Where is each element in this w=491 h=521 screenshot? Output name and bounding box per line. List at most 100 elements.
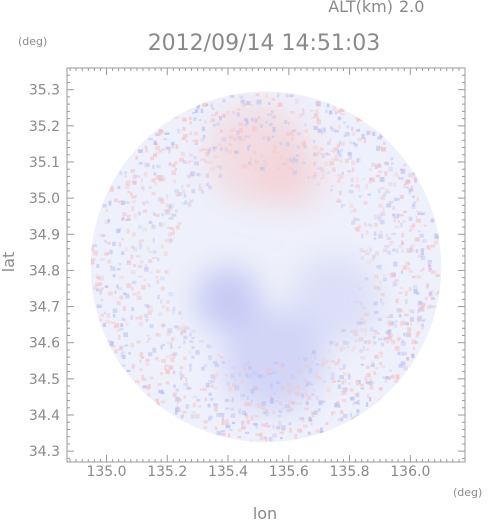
- positive-speck: [280, 407, 285, 411]
- positive-speck: [426, 245, 430, 250]
- negative-speck: [152, 237, 155, 243]
- positive-speck: [380, 353, 383, 358]
- positive-speck: [358, 337, 364, 342]
- positive-speck: [280, 155, 283, 160]
- negative-speck: [291, 401, 295, 405]
- positive-speck: [411, 223, 416, 227]
- positive-speck: [173, 116, 179, 119]
- positive-speck: [181, 317, 184, 320]
- positive-speck: [302, 108, 305, 111]
- negative-speck: [124, 344, 129, 347]
- positive-speck: [246, 419, 250, 425]
- positive-speck: [239, 127, 243, 133]
- negative-speck: [334, 111, 337, 115]
- positive-speck: [384, 161, 389, 166]
- positive-speck: [351, 160, 356, 166]
- positive-speck: [335, 146, 338, 151]
- negative-speck: [241, 410, 246, 416]
- negative-speck: [276, 425, 281, 430]
- positive-speck: [155, 213, 160, 217]
- positive-speck: [325, 421, 329, 426]
- negative-speck: [147, 338, 150, 342]
- negative-speck: [430, 297, 435, 300]
- negative-speck: [331, 127, 336, 132]
- chart-timestamp: 2012/09/14 14:51:03: [148, 31, 381, 56]
- positive-speck: [379, 280, 383, 285]
- positive-speck: [386, 315, 390, 319]
- negative-speck: [337, 151, 342, 156]
- positive-speck: [239, 138, 245, 141]
- negative-speck: [270, 396, 274, 400]
- negative-speck: [248, 161, 252, 165]
- positive-speck: [330, 377, 336, 380]
- negative-speck: [380, 298, 383, 303]
- positive-speck: [125, 184, 130, 190]
- negative-speck: [353, 143, 358, 146]
- positive-speck: [365, 365, 370, 369]
- positive-speck: [405, 263, 409, 269]
- positive-speck: [378, 398, 382, 401]
- negative-speck: [141, 356, 144, 359]
- positive-speck: [93, 250, 98, 256]
- positive-speck: [388, 182, 393, 187]
- negative-speck: [412, 284, 418, 289]
- positive-speck: [364, 312, 370, 317]
- negative-speck: [339, 149, 344, 152]
- negative-speck: [318, 399, 323, 403]
- positive-speck: [306, 364, 312, 368]
- positive-speck: [156, 333, 162, 337]
- negative-speck: [417, 317, 422, 322]
- negative-speck: [326, 142, 331, 145]
- negative-speck: [149, 324, 154, 329]
- positive-speck: [330, 125, 333, 130]
- negative-speck: [247, 146, 250, 151]
- positive-speck: [147, 311, 152, 315]
- negative-speck: [191, 346, 195, 349]
- negative-speck: [309, 109, 313, 112]
- negative-speck: [163, 138, 168, 141]
- x-unit-label: (deg): [453, 486, 482, 499]
- negative-speck: [326, 171, 331, 175]
- positive-speck: [364, 333, 367, 337]
- positive-speck: [227, 149, 232, 155]
- positive-speck: [135, 380, 140, 384]
- negative-speck: [372, 131, 376, 137]
- positive-speck: [110, 344, 116, 348]
- positive-speck: [430, 294, 434, 300]
- positive-speck: [382, 273, 386, 277]
- positive-speck: [354, 227, 358, 230]
- positive-speck: [285, 94, 289, 98]
- negative-speck: [314, 355, 317, 360]
- positive-speck: [236, 108, 241, 111]
- negative-speck: [120, 323, 124, 328]
- positive-speck: [368, 179, 372, 184]
- negative-speck: [285, 141, 290, 147]
- negative-speck: [218, 173, 222, 178]
- positive-speck: [403, 365, 408, 371]
- negative-speck: [348, 374, 351, 380]
- positive-speck: [195, 413, 200, 419]
- negative-speck: [335, 343, 338, 347]
- negative-speck: [236, 130, 240, 135]
- positive-speck: [105, 208, 109, 213]
- negative-speck: [434, 233, 440, 238]
- positive-speck: [339, 368, 344, 371]
- positive-speck: [228, 135, 234, 139]
- negative-speck: [208, 185, 213, 190]
- positive-speck: [365, 230, 369, 235]
- negative-speck: [377, 188, 381, 194]
- negative-speck: [168, 217, 174, 220]
- negative-speck: [172, 352, 177, 356]
- negative-speck: [119, 345, 124, 349]
- x-tick-label: 135.8: [330, 464, 370, 480]
- positive-speck: [161, 148, 165, 152]
- negative-speck: [254, 118, 258, 123]
- negative-speck: [356, 409, 360, 413]
- positive-speck: [145, 362, 150, 366]
- positive-speck: [244, 164, 249, 169]
- positive-speck: [219, 355, 224, 359]
- negative-speck: [210, 345, 214, 348]
- positive-speck: [363, 200, 368, 205]
- negative-speck: [148, 220, 153, 225]
- positive-speck: [165, 203, 170, 208]
